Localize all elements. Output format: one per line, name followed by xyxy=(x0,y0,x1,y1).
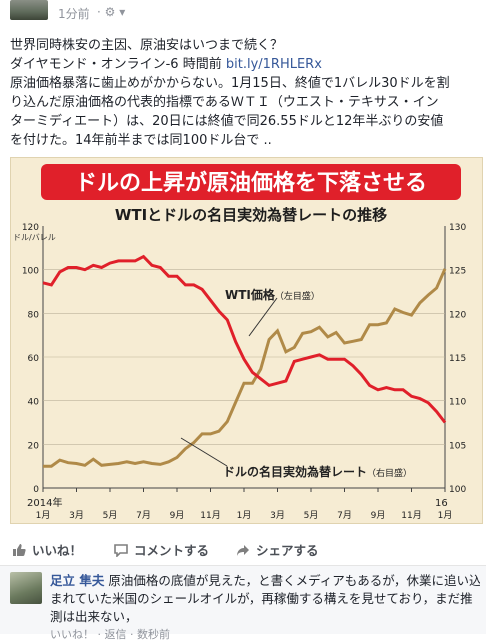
wti-callout-line xyxy=(248,297,278,337)
x-tick-label: 7月 xyxy=(337,510,352,521)
fx-series-label: ドルの名目実効為替レート（右目盛） xyxy=(223,464,412,479)
x-tick-label: 9月 xyxy=(170,510,185,521)
action-divider xyxy=(0,565,486,566)
chart-title: WTIとドルの名目実効為替レートの推移 xyxy=(115,206,387,224)
post-title: 世界同時株安の主因、原油安はいつまで続く？ xyxy=(10,38,284,53)
right-axis-ticks: 130 125 120 115 110 105 100 xyxy=(449,223,466,495)
comment-icon xyxy=(114,543,128,557)
comment-button[interactable]: コメントする xyxy=(114,540,209,559)
right-tick-label: 110 xyxy=(449,398,466,408)
comment-line: 測は出来ない， xyxy=(50,609,138,624)
fx-callout-line xyxy=(180,437,228,467)
post-link[interactable]: bit.ly/1RHLERx xyxy=(225,57,322,72)
comment-line-text: 原油価格の底値が見えた，と書くメディアもあるが，休業に追い込 xyxy=(108,573,480,588)
wti-series-label: WTI価格（左目盛） xyxy=(225,287,320,302)
left-tick-label: 0 xyxy=(33,485,39,495)
commenter-avatar[interactable] xyxy=(10,572,42,604)
grid-lines xyxy=(43,269,445,445)
right-tick-label: 105 xyxy=(449,441,466,451)
post-actions: いいね！ コメントする シェアする xyxy=(10,538,480,560)
x-tick-label: 11月 xyxy=(200,510,220,521)
left-axis-unit: ドル/バレル xyxy=(13,233,56,242)
post-text: 世界同時株安の主因、原油安はいつまで続く？ ダイヤモンド・オンライン-6 時間前… xyxy=(10,36,480,150)
x-tick-label: 5月 xyxy=(304,510,319,521)
comment-section: 足立 隼夫 原油価格の底値が見えた，と書くメディアもあるが，休業に追い込 まれて… xyxy=(0,566,486,641)
left-tick-label: 60 xyxy=(28,354,40,364)
left-tick-label: 20 xyxy=(28,441,40,451)
post-body-line: り込んだ原油価格の代表的指標であるＷＴＩ（ウエスト・テキサス・イン xyxy=(10,95,439,110)
x-tick-label: 7月 xyxy=(136,510,151,521)
chart-svg: ドルの上昇が原油価格を下落させる WTIとドルの名目実効為替レートの推移 ドル/… xyxy=(13,164,466,521)
wti-axis-note: （左目盛） xyxy=(275,290,320,302)
x-tick-label: 1月 xyxy=(36,510,51,521)
fx-series-name: ドルの名目実効為替レート xyxy=(223,464,367,479)
post-body-line: を付けた。14年前半までは同100ドル台で .. xyxy=(10,133,272,148)
x-tick-label: 3月 xyxy=(69,510,84,521)
comment-line: 足立 隼夫 原油価格の底値が見えた，と書くメディアもあるが，休業に追い込 xyxy=(50,572,480,590)
share-button[interactable]: シェアする xyxy=(236,540,319,559)
post-source-label: ダイヤモンド・オンライン-6 時間前 xyxy=(10,57,222,72)
x-tick-label: 1月 xyxy=(237,510,252,521)
left-tick-label: 120 xyxy=(22,223,39,233)
post-timestamp[interactable]: 1分前 xyxy=(58,7,90,21)
right-tick-label: 115 xyxy=(449,354,466,364)
privacy-selector[interactable]: · ⚙ ▾ xyxy=(97,5,126,19)
post-header: 1分前 · ⚙ ▾ xyxy=(0,0,486,26)
thumbs-up-icon xyxy=(13,543,26,556)
series-line-fx-rate xyxy=(43,268,447,468)
wti-series-name: WTI価格 xyxy=(225,287,276,302)
comment-body: 足立 隼夫 原油価格の底値が見えた，と書くメディアもあるが，休業に追い込 まれて… xyxy=(50,572,480,626)
year-start-label: 2014年 xyxy=(27,496,62,509)
like-button[interactable]: いいね！ xyxy=(12,540,82,559)
x-tick-label: 9月 xyxy=(371,510,386,521)
comment-label: コメントする xyxy=(134,543,210,558)
left-tick-label: 100 xyxy=(22,267,39,277)
banner-background xyxy=(41,164,461,200)
comment-line: まれていた米国のシェールオイルが，再稼働する構えを見せており，まだ推 xyxy=(50,591,473,606)
x-axis-ticks: 1月 3月 5月 7月 9月 11月 1月 3月 5月 7月 9月 11月 1月 xyxy=(36,488,453,521)
left-axis-ticks: 120 100 80 60 40 20 0 xyxy=(22,223,39,495)
post-body-line: ターミディエート）は、20日には終値で同26.55ドルと12年半ぶりの安値 xyxy=(10,114,444,129)
x-tick-label: 3月 xyxy=(270,510,285,521)
right-tick-label: 130 xyxy=(449,223,466,233)
share-label: シェアする xyxy=(256,543,319,558)
share-arrow-icon xyxy=(237,544,249,556)
like-label: いいね！ xyxy=(32,543,83,558)
x-tick-label: 11月 xyxy=(401,510,421,521)
author-avatar[interactable] xyxy=(10,0,48,20)
year-end-label: 16 xyxy=(435,498,448,509)
post-body-line: 原油価格暴落に歯止めがかからない。1月15日、終値で1バレル30ドルを割 xyxy=(10,76,450,91)
banner-text: ドルの上昇が原油価格を下落させる xyxy=(75,170,427,196)
commenter-name[interactable]: 足立 隼夫 xyxy=(50,573,105,588)
comment-meta[interactable]: いいね！ · 返信 · 数秒前 xyxy=(50,628,170,641)
right-tick-label: 120 xyxy=(449,310,466,320)
right-tick-label: 100 xyxy=(449,485,466,495)
post-source: ダイヤモンド・オンライン-6 時間前 bit.ly/1RHLERx xyxy=(10,55,480,74)
left-tick-label: 80 xyxy=(28,310,40,320)
left-tick-label: 40 xyxy=(28,398,40,408)
x-tick-label: 1月 xyxy=(438,510,453,521)
fx-axis-note: （右目盛） xyxy=(367,467,412,479)
right-tick-label: 125 xyxy=(449,267,466,277)
chart-image[interactable]: ドルの上昇が原油価格を下落させる WTIとドルの名目実効為替レートの推移 ドル/… xyxy=(10,157,483,524)
x-tick-label: 5月 xyxy=(103,510,118,521)
series-line-wti xyxy=(42,254,447,424)
